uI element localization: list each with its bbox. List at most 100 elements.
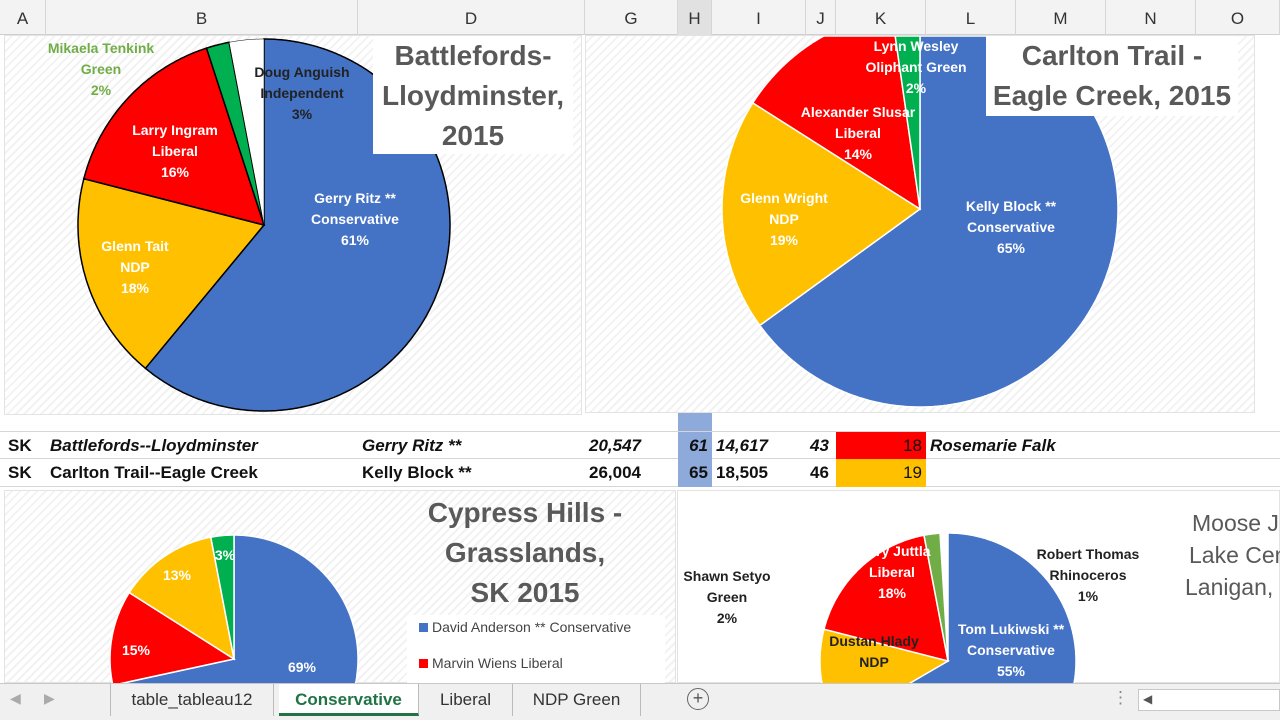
cell-province[interactable]: SK bbox=[8, 436, 32, 455]
cell-percent[interactable]: 65 bbox=[678, 459, 712, 487]
pie-chart-carlton-trail[interactable]: Lynn Wesley Oliphant Green 2% Alexander Slu… bbox=[585, 35, 1255, 413]
data-label-line: Oliphant Green bbox=[865, 59, 967, 75]
cell-second-votes[interactable]: 18,505 bbox=[716, 463, 768, 482]
data-label-line: 55% bbox=[996, 663, 1026, 679]
column-header-d[interactable]: D bbox=[358, 0, 585, 35]
pie-slice-liberal[interactable] bbox=[823, 534, 949, 663]
data-label-ndp: Dustan Hlady NDP bbox=[829, 631, 918, 673]
table-row: SK Battlefords--Lloydminster Gerry Ritz … bbox=[0, 431, 1280, 460]
data-label-line: Larry Ingram bbox=[132, 122, 218, 138]
chart-title-line: Cypress Hills - bbox=[427, 497, 623, 528]
pie-slice-other[interactable] bbox=[939, 532, 949, 662]
data-label-line: 16% bbox=[160, 164, 190, 180]
data-label-ndp: Glenn Wright NDP 19% bbox=[740, 188, 828, 251]
data-label-line: Dustan Hlady bbox=[829, 633, 919, 649]
cell-province[interactable]: SK bbox=[8, 463, 32, 482]
data-label-other: Robert Thomas Rhinoceros 1% bbox=[1037, 544, 1140, 607]
sheet-tab-table-tableau12[interactable]: table_tableau12 bbox=[110, 684, 274, 716]
column-header-h[interactable]: H bbox=[678, 0, 712, 35]
column-header-m[interactable]: M bbox=[1016, 0, 1106, 35]
data-label-line: Kelly Block ** bbox=[965, 198, 1057, 214]
data-label-line: Robert Thomas bbox=[1036, 546, 1140, 562]
cell-percent[interactable]: 61 bbox=[678, 432, 712, 460]
column-header-b[interactable]: B bbox=[46, 0, 358, 35]
pie-slice-liberal[interactable] bbox=[82, 47, 266, 227]
add-sheet-icon[interactable]: + bbox=[687, 688, 709, 710]
data-label-line: 14% bbox=[843, 146, 873, 162]
more-options-icon[interactable]: ⋮ bbox=[1112, 688, 1129, 707]
pie-chart-cypress-hills[interactable]: 3% 13% 15% 69% Cypress Hills - Grasslands, … bbox=[4, 490, 676, 684]
worksheet-grid[interactable]: Doug Anguish Independent 3% Mikaela Tenkink… bbox=[0, 35, 1280, 684]
cell-successor[interactable]: Rosemarie Falk bbox=[930, 436, 1056, 455]
cell-margin[interactable]: 19 bbox=[836, 459, 926, 487]
column-header-o[interactable]: O bbox=[1196, 0, 1280, 35]
column-header-a[interactable]: A bbox=[0, 0, 46, 35]
data-label-line: 2% bbox=[90, 82, 112, 98]
legend-swatch bbox=[419, 659, 428, 668]
column-header-k[interactable]: K bbox=[836, 0, 926, 35]
cell-winner[interactable]: Gerry Ritz ** bbox=[362, 436, 462, 455]
data-label-ndp: 13% bbox=[163, 565, 191, 586]
legend-item: David Anderson ** Conservative bbox=[419, 619, 631, 635]
scroll-tabs-right-icon[interactable]: ▶ bbox=[44, 690, 55, 706]
pie-slice-liberal[interactable] bbox=[751, 36, 921, 211]
pie-chart-battlefords[interactable]: Doug Anguish Independent 3% Mikaela Tenkink… bbox=[4, 35, 582, 415]
data-label-line: 69% bbox=[287, 659, 317, 675]
scroll-left-icon[interactable]: ◀ bbox=[1143, 692, 1153, 706]
sheet-tab-ndp-green[interactable]: NDP Green bbox=[513, 684, 641, 716]
cell-second-percent[interactable]: 43 bbox=[810, 436, 829, 455]
cell-riding[interactable]: Battlefords--Lloydminster bbox=[50, 436, 258, 455]
pie-slice-green[interactable] bbox=[209, 534, 235, 660]
column-header-n[interactable]: N bbox=[1106, 0, 1196, 35]
data-label-green: Lynn Wesley Oliphant Green 2% bbox=[865, 36, 966, 99]
sheet-tab-liberal[interactable]: Liberal bbox=[419, 684, 513, 716]
data-label-line: Tom Lukiwski ** bbox=[957, 621, 1065, 637]
cell-votes[interactable]: 20,547 bbox=[589, 436, 641, 455]
pie-slice-ndp[interactable] bbox=[721, 101, 922, 327]
data-label-line: Rhinoceros bbox=[1049, 567, 1127, 583]
cell-margin[interactable]: 18 bbox=[836, 432, 926, 460]
data-label-liberal: Larry Ingram Liberal 16% bbox=[132, 120, 218, 183]
legend-label: David Anderson ** Conservative bbox=[432, 619, 632, 635]
pie-slice-other[interactable] bbox=[228, 38, 265, 226]
chart-title-line: Lanigan, bbox=[1185, 574, 1274, 600]
pie-slice-liberal[interactable] bbox=[109, 591, 236, 684]
cell-riding[interactable]: Carlton Trail--Eagle Creek bbox=[50, 463, 258, 482]
legend-label: Marvin Wiens Liberal bbox=[432, 655, 563, 671]
data-label-line: 1% bbox=[1077, 588, 1099, 604]
column-header-g[interactable]: G bbox=[585, 0, 678, 35]
horizontal-scrollbar[interactable]: ◀ bbox=[1138, 689, 1280, 711]
chart-title: Moose J Lake Cem Lanigan, bbox=[1178, 507, 1280, 603]
data-label-line: 2% bbox=[716, 610, 738, 626]
pie-chart-moose-jaw[interactable]: Robert Thomas Rhinoceros 1% Shawn Setyo Gree… bbox=[677, 490, 1280, 684]
data-label-green_light: Shawn Setyo Green 2% bbox=[683, 566, 770, 629]
pie-slice-ndp[interactable] bbox=[819, 628, 950, 684]
cell-winner[interactable]: Kelly Block ** bbox=[362, 463, 472, 482]
data-label-liberal: 15% bbox=[122, 640, 150, 661]
column-header-bar: A B D G H I J K L M N O bbox=[0, 0, 1280, 35]
data-label-liberal: Perry Juttla Liberal 18% bbox=[853, 541, 930, 604]
cell-votes[interactable]: 26,004 bbox=[589, 463, 641, 482]
pie-slice-conservative[interactable] bbox=[906, 532, 1077, 684]
data-label-line: Conservative bbox=[967, 219, 1055, 235]
column-header-j[interactable]: J bbox=[806, 0, 836, 35]
column-header-l[interactable]: L bbox=[926, 0, 1016, 35]
chart-title: Battlefords- Lloydminster, 2015 bbox=[373, 36, 573, 154]
data-label-line: NDP bbox=[859, 654, 889, 670]
pie-slice-green[interactable] bbox=[894, 36, 921, 210]
scroll-tabs-left-icon[interactable]: ◀ bbox=[10, 690, 21, 706]
cell-second-percent[interactable]: 46 bbox=[810, 463, 829, 482]
chart-title-line: Eagle Creek, 2015 bbox=[992, 80, 1232, 111]
pie-slice-green[interactable] bbox=[205, 41, 265, 226]
data-label-line: 19% bbox=[769, 232, 799, 248]
pie-slice-ndp[interactable] bbox=[77, 177, 266, 370]
sheet-tab-conservative[interactable]: Conservative bbox=[279, 684, 419, 716]
data-label-line: Lynn Wesley bbox=[873, 38, 959, 54]
data-label-line: 2% bbox=[905, 80, 927, 96]
data-label-line: Conservative bbox=[967, 642, 1055, 658]
cell-second-votes[interactable]: 14,617 bbox=[716, 436, 768, 455]
pie-slice-ndp[interactable] bbox=[128, 536, 236, 661]
pie-slice-conservative[interactable] bbox=[118, 534, 359, 684]
data-label-green: 3% bbox=[215, 545, 235, 566]
column-header-i[interactable]: I bbox=[712, 0, 806, 35]
